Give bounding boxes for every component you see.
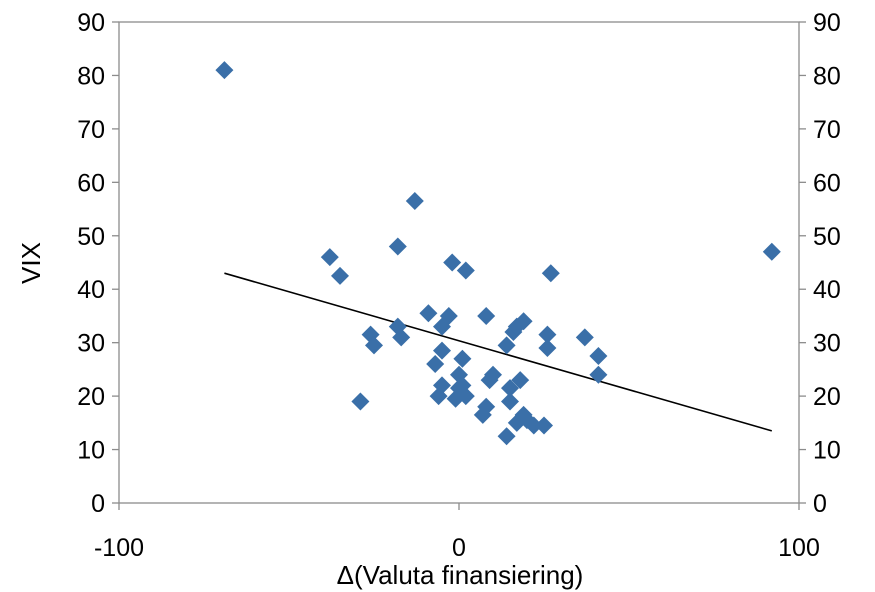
data-point: [541, 264, 560, 283]
right-y-tick-label: 40: [813, 276, 841, 304]
data-point: [405, 192, 424, 211]
data-point: [365, 336, 383, 355]
left-y-axis-ticks: [112, 21, 119, 504]
data-point: [439, 306, 458, 325]
left-y-tick-label: 60: [77, 169, 105, 197]
left-y-tick-label: 10: [77, 437, 105, 465]
data-point: [433, 341, 451, 360]
right-y-tick-label: 0: [813, 490, 827, 518]
data-point: [419, 304, 438, 323]
right-y-tick-label: 10: [813, 437, 841, 465]
left-y-tick-label: 20: [77, 383, 105, 411]
left-y-tick-label: 0: [91, 490, 105, 518]
data-point: [575, 328, 594, 347]
trendline-line: [224, 272, 773, 432]
left-y-tick-label: 50: [77, 223, 105, 251]
data-point: [484, 365, 502, 384]
right-y-tick-label: 90: [813, 9, 841, 37]
data-point: [538, 325, 557, 344]
data-points: [215, 61, 781, 446]
left-y-axis: 0 10 20 30 40 50 60 70 80 90: [77, 9, 105, 518]
x-axis: -100 0 100: [94, 503, 820, 562]
data-point: [453, 349, 472, 368]
data-point: [456, 387, 475, 406]
y-axis-title: VIX: [16, 242, 46, 284]
data-point: [497, 336, 516, 355]
data-point: [388, 237, 407, 256]
left-y-tick-label: 40: [77, 276, 105, 304]
right-y-tick-label: 80: [813, 62, 841, 90]
data-point: [762, 242, 781, 261]
data-point: [477, 397, 496, 416]
data-point: [331, 266, 349, 285]
right-y-tick-label: 50: [813, 223, 841, 251]
data-point: [215, 61, 234, 80]
data-point: [501, 392, 519, 411]
data-point: [456, 261, 475, 280]
data-point: [443, 253, 462, 272]
data-point: [514, 312, 533, 331]
data-point: [351, 392, 370, 411]
x-tick-label: 0: [452, 534, 466, 562]
data-point: [433, 376, 451, 395]
x-tick-label: -100: [94, 534, 144, 562]
x-tick-label: 100: [778, 534, 820, 562]
data-point: [477, 306, 496, 325]
left-y-tick-label: 80: [77, 62, 105, 90]
left-y-tick-label: 30: [77, 330, 105, 358]
trendline: [224, 272, 773, 432]
data-point: [535, 416, 553, 435]
data-point: [497, 427, 516, 446]
data-point: [392, 328, 411, 347]
left-y-tick-label: 90: [77, 9, 105, 37]
x-axis-title: Δ(Valuta finansiering): [337, 560, 584, 590]
right-y-axis-ticks: [799, 21, 806, 504]
right-y-tick-label: 70: [813, 116, 841, 144]
data-point: [511, 371, 530, 390]
data-point: [501, 379, 519, 398]
left-y-tick-label: 70: [77, 116, 105, 144]
right-y-tick-label: 30: [813, 330, 841, 358]
data-point: [320, 248, 339, 267]
data-point: [538, 339, 557, 358]
right-y-axis: 0 10 20 30 40 50 60 70 80 90: [813, 9, 841, 518]
data-point: [524, 416, 543, 435]
right-y-tick-label: 60: [813, 169, 841, 197]
data-point: [589, 347, 608, 366]
data-point: [589, 365, 608, 384]
right-y-tick-label: 20: [813, 383, 841, 411]
data-point: [426, 355, 445, 374]
